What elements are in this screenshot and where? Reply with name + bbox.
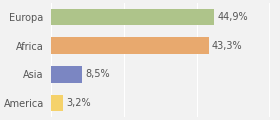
Text: 43,3%: 43,3% — [211, 41, 242, 51]
Text: 44,9%: 44,9% — [217, 12, 248, 22]
Bar — [51, 37, 209, 54]
Text: 8,5%: 8,5% — [85, 69, 110, 79]
Bar — [51, 95, 63, 111]
Text: 3,2%: 3,2% — [66, 98, 90, 108]
Bar — [51, 9, 214, 25]
Bar — [51, 66, 82, 83]
